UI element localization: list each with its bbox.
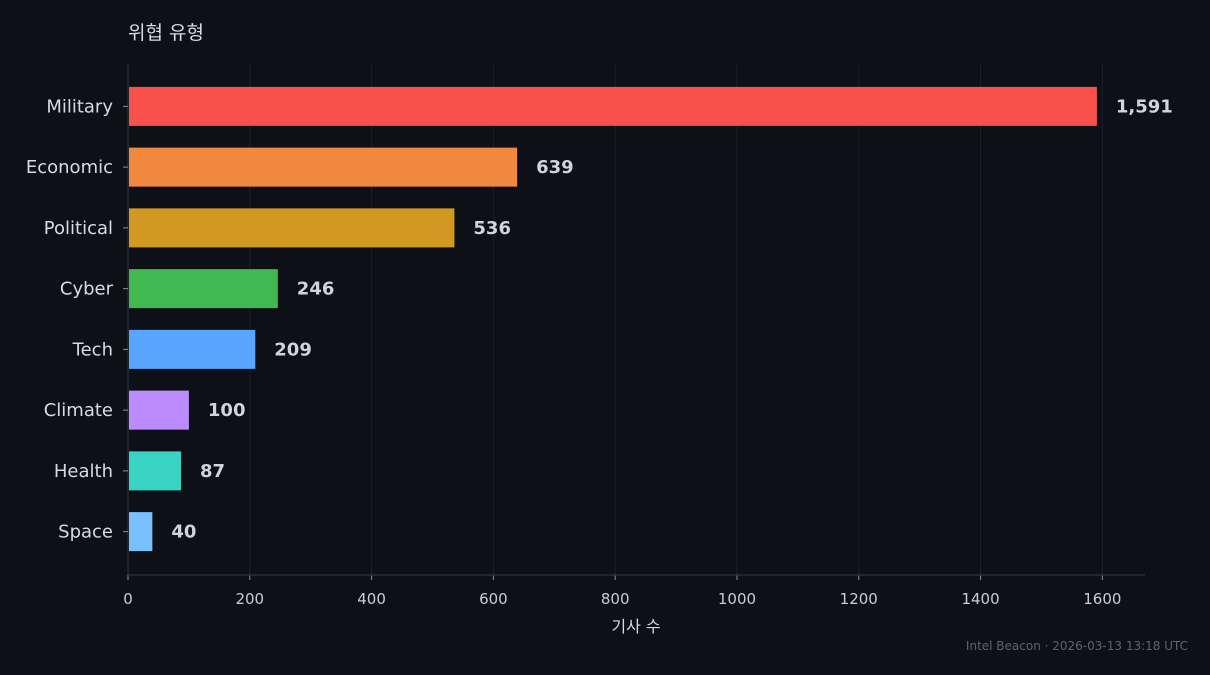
x-tick-label: 0 bbox=[123, 590, 133, 608]
value-label-climate: 100 bbox=[208, 400, 246, 421]
x-tick-label: 600 bbox=[479, 590, 508, 608]
category-label-military: Military bbox=[46, 96, 113, 117]
grid-lines bbox=[249, 64, 1103, 575]
bar-cyber bbox=[129, 269, 278, 309]
value-label-political: 536 bbox=[473, 218, 511, 239]
x-tick-label: 800 bbox=[601, 590, 630, 608]
x-tick-label: 400 bbox=[357, 590, 386, 608]
x-tick-label: 1000 bbox=[718, 590, 756, 608]
footer-timestamp: Intel Beacon · 2026-03-13 13:18 UTC bbox=[966, 639, 1188, 653]
category-label-space: Space bbox=[58, 522, 113, 543]
labels: 0 200 400 600 800 1000 1200 1400 1600 Military 1,5… bbox=[26, 96, 1173, 608]
value-label-cyber: 246 bbox=[297, 279, 335, 300]
x-axis-title: 기사 수 bbox=[611, 617, 660, 636]
bar-economic bbox=[129, 147, 518, 187]
bar-space bbox=[129, 512, 153, 552]
bar-military bbox=[129, 86, 1097, 126]
x-tick-label: 1200 bbox=[840, 590, 878, 608]
bar-climate bbox=[129, 390, 189, 430]
category-label-climate: Climate bbox=[44, 400, 113, 421]
x-tick-label: 1400 bbox=[961, 590, 999, 608]
value-label-economic: 639 bbox=[536, 157, 574, 178]
category-label-political: Political bbox=[44, 218, 113, 239]
category-label-cyber: Cyber bbox=[60, 279, 114, 300]
category-label-economic: Economic bbox=[26, 157, 113, 178]
value-label-health: 87 bbox=[200, 461, 225, 482]
bar-health bbox=[129, 451, 181, 491]
axes bbox=[123, 64, 1145, 580]
bars bbox=[129, 86, 1097, 552]
value-label-tech: 209 bbox=[274, 339, 312, 360]
category-label-tech: Tech bbox=[72, 339, 113, 360]
value-label-space: 40 bbox=[171, 522, 196, 543]
category-label-health: Health bbox=[54, 461, 113, 482]
chart-title: 위협 유형 bbox=[128, 22, 204, 44]
value-label-military: 1,591 bbox=[1116, 96, 1173, 117]
bar-tech bbox=[129, 329, 256, 369]
x-tick-label: 1600 bbox=[1083, 590, 1121, 608]
bar-political bbox=[129, 208, 455, 248]
x-tick-label: 200 bbox=[235, 590, 264, 608]
